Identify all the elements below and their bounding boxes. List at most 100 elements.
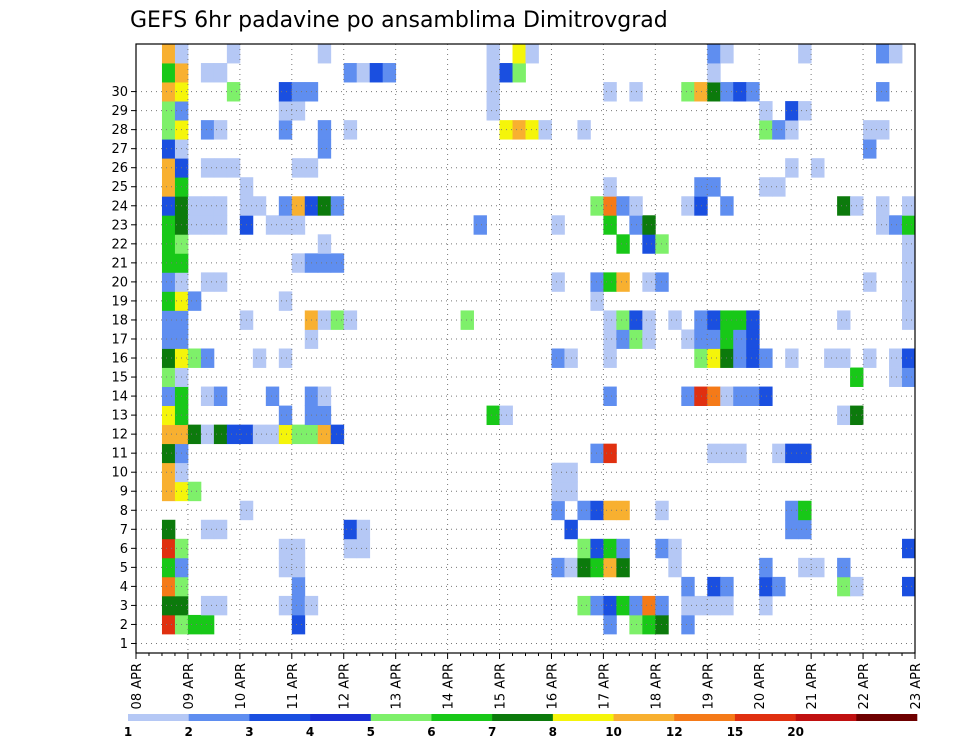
- heatmap-cell: [733, 310, 747, 330]
- colorbar-swatch: [613, 714, 675, 721]
- colorbar-label: 20: [787, 725, 804, 739]
- heatmap-cell: [681, 614, 695, 635]
- heatmap-cell: [668, 557, 682, 578]
- heatmap-cell: [616, 272, 630, 292]
- heatmap-cell: [902, 310, 916, 330]
- heatmap-cell: [616, 329, 630, 349]
- heatmap-cell: [642, 272, 656, 292]
- colorbar-swatch: [249, 714, 311, 721]
- heatmap-cell: [200, 519, 215, 540]
- heatmap-cell: [525, 44, 539, 64]
- heatmap-cell: [343, 538, 358, 559]
- heatmap-cell: [707, 576, 721, 597]
- heatmap-cell: [603, 614, 617, 635]
- heatmap-cell: [798, 44, 812, 64]
- heatmap-cell: [759, 557, 773, 578]
- heatmap-cell: [161, 367, 176, 387]
- heatmap-cell: [902, 348, 916, 368]
- heatmap-cell: [889, 348, 903, 368]
- x-tick-label: 16 APR: [545, 663, 560, 709]
- heatmap-cell: [213, 196, 228, 216]
- y-tick-label: 19: [111, 294, 128, 309]
- heatmap-cell: [720, 44, 734, 64]
- heatmap-cell: [798, 443, 812, 464]
- heatmap-cell: [746, 348, 760, 368]
- y-tick-label: 22: [111, 237, 128, 252]
- heatmap-cell: [213, 63, 228, 83]
- heatmap-cell: [278, 291, 293, 311]
- heatmap-cell: [616, 557, 630, 578]
- heatmap-cell: [512, 63, 526, 83]
- y-tick-label: 8: [120, 504, 128, 519]
- heatmap-cell: [603, 386, 617, 406]
- heatmap-cell: [187, 215, 202, 235]
- heatmap-cell: [603, 443, 617, 464]
- heatmap-cell: [655, 234, 669, 254]
- heatmap-cell: [759, 177, 773, 197]
- heatmap-cell: [811, 158, 825, 178]
- x-tick-label: 10 APR: [234, 663, 249, 709]
- heatmap-cell: [655, 538, 669, 559]
- heatmap-cell: [213, 424, 228, 445]
- heatmap-cell: [291, 196, 306, 216]
- heatmap-cell: [330, 196, 345, 216]
- heatmap-cell: [876, 44, 890, 64]
- heatmap-cell: [707, 44, 721, 64]
- y-tick-label: 24: [111, 199, 128, 214]
- y-tick-label: 14: [111, 390, 128, 405]
- heatmap-cell: [317, 120, 332, 140]
- heatmap-cell: [837, 348, 851, 368]
- colorbar-label: 3: [245, 725, 253, 739]
- heatmap-cell: [642, 310, 656, 330]
- y-tick-label: 15: [111, 371, 128, 386]
- heatmap-cell: [161, 576, 176, 597]
- colorbar-swatch: [674, 714, 736, 721]
- heatmap-cell: [200, 348, 215, 368]
- heatmap-cell: [694, 595, 708, 616]
- heatmap-cell: [772, 120, 786, 140]
- heatmap-cell: [642, 329, 656, 349]
- y-tick-label: 2: [120, 618, 128, 633]
- heatmap-cell: [330, 310, 345, 330]
- heatmap-cell: [187, 424, 202, 445]
- y-tick-label: 17: [111, 332, 128, 347]
- heatmap-cell: [707, 386, 721, 406]
- heatmap-cell: [772, 443, 786, 464]
- colorbar-label: 4: [306, 725, 314, 739]
- heatmap-cell: [902, 215, 916, 235]
- heatmap-cell: [161, 63, 176, 83]
- x-tick-label: 17 APR: [597, 663, 612, 709]
- heatmap-cell: [798, 519, 812, 540]
- heatmap-cell: [694, 310, 708, 330]
- heatmap-cell: [759, 576, 773, 597]
- heatmap-cell: [330, 253, 345, 273]
- heatmap-cell: [746, 329, 760, 349]
- heatmap-cell: [902, 291, 916, 311]
- heatmap-cell: [876, 215, 890, 235]
- heatmap-cell: [213, 215, 228, 235]
- heatmap-cell: [616, 196, 630, 216]
- colorbar-label: 5: [367, 725, 375, 739]
- heatmap-cell: [512, 44, 526, 64]
- x-axis-ticks: 08 APR 09 APR 10 APR 11 APR 12 APR 13 APR 14 A…: [130, 653, 924, 709]
- y-tick-label: 12: [111, 428, 128, 443]
- heatmap-cell: [577, 538, 591, 559]
- heatmap-cell: [863, 120, 877, 140]
- heatmap-cell: [317, 405, 332, 426]
- heatmap-cell: [837, 196, 851, 216]
- x-tick-label: 19 APR: [701, 663, 716, 709]
- x-tick-label: 22 APR: [857, 663, 872, 709]
- heatmap-cell: [278, 215, 293, 235]
- heatmap-cell: [200, 424, 215, 445]
- heatmap-cell: [733, 386, 747, 406]
- x-tick-label: 13 APR: [390, 663, 405, 709]
- heatmap-cell: [551, 481, 565, 502]
- heatmap-cell: [343, 120, 358, 140]
- heatmap-cell: [876, 82, 890, 102]
- heatmap-cell: [226, 82, 241, 102]
- heatmap-cell: [863, 348, 877, 368]
- heatmap-cell: [317, 196, 332, 216]
- heatmap-cell: [291, 614, 306, 635]
- heatmap-cell: [252, 196, 267, 216]
- heatmap-cell: [590, 291, 604, 311]
